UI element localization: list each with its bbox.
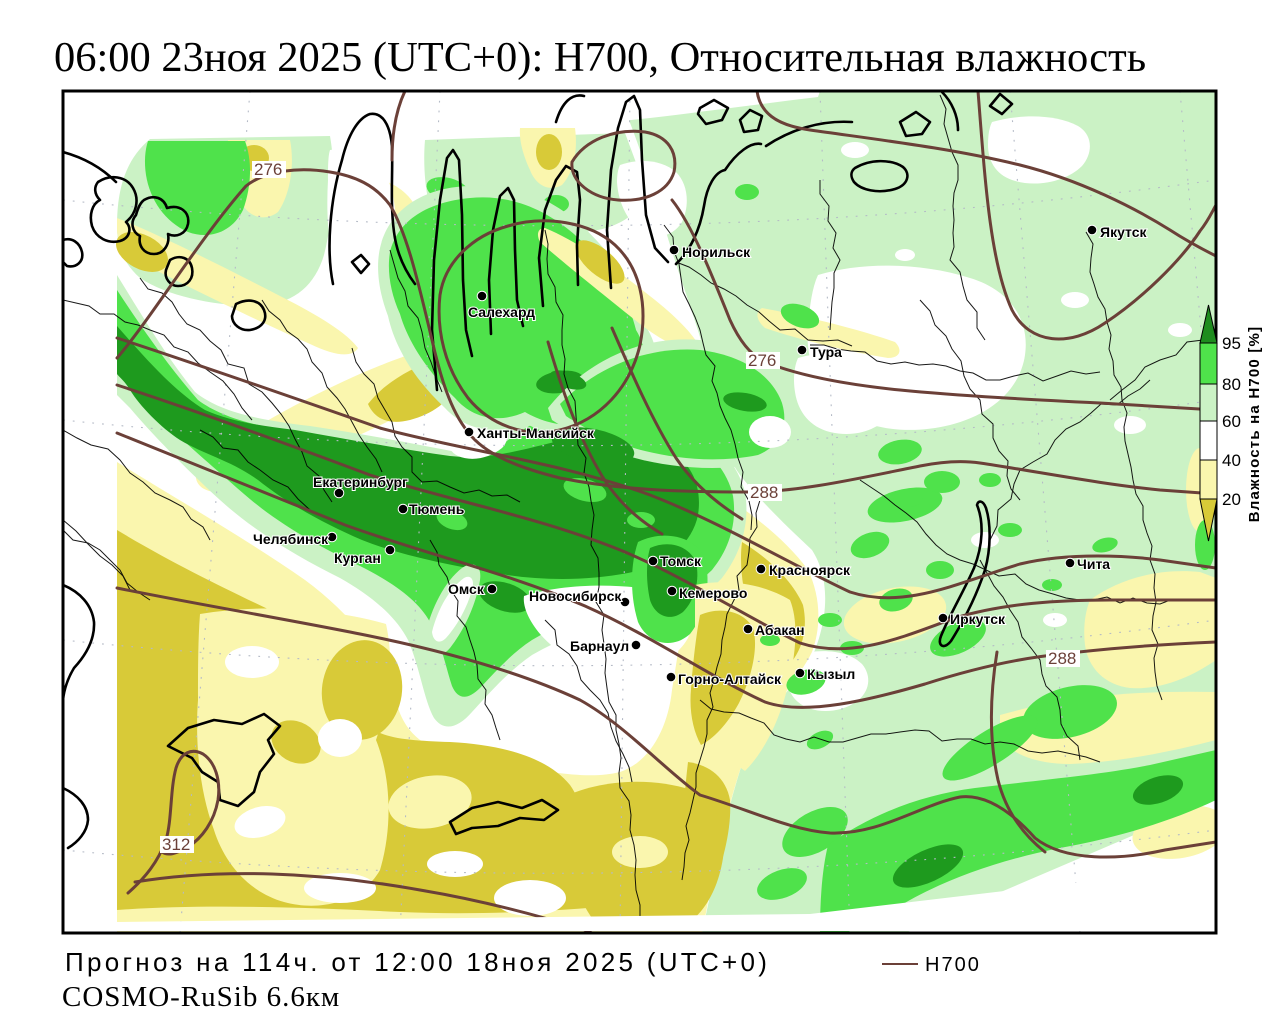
svg-text:Салехард: Салехард: [468, 304, 535, 320]
svg-text:Кызыл: Кызыл: [807, 666, 855, 682]
svg-text:Томск: Томск: [660, 553, 702, 569]
svg-text:Екатеринбург: Екатеринбург: [313, 474, 408, 490]
svg-text:Иркутск: Иркутск: [950, 611, 1006, 627]
svg-text:Чита: Чита: [1077, 556, 1110, 572]
svg-text:Тура: Тура: [810, 344, 842, 360]
svg-text:Омск: Омск: [448, 581, 485, 597]
svg-text:COSMO-RuSib 6.6км: COSMO-RuSib 6.6км: [62, 981, 340, 1013]
svg-text:Влажность на H700 [%]: Влажность на H700 [%]: [1246, 326, 1263, 523]
svg-text:288: 288: [1048, 649, 1076, 668]
svg-text:Тюмень: Тюмень: [409, 501, 465, 517]
svg-text:Челябинск: Челябинск: [253, 531, 329, 547]
svg-text:Норильск: Норильск: [682, 244, 751, 260]
svg-text:95: 95: [1222, 334, 1241, 353]
svg-text:276: 276: [254, 160, 282, 179]
svg-text:Прогноз на 114ч. от 12:00 18но: Прогноз на 114ч. от 12:00 18ноя 2025 (UT…: [65, 947, 770, 977]
svg-text:Абакан: Абакан: [755, 622, 805, 638]
svg-text:Кемерово: Кемерово: [679, 585, 747, 601]
svg-text:Новосибирск: Новосибирск: [529, 588, 622, 604]
svg-text:80: 80: [1222, 375, 1241, 394]
svg-text:Якутск: Якутск: [1100, 224, 1147, 240]
svg-text:276: 276: [748, 351, 776, 370]
svg-text:312: 312: [162, 835, 190, 854]
svg-text:H700: H700: [925, 954, 981, 976]
svg-text:06:00 23ноя 2025 (UTC+0): H700: 06:00 23ноя 2025 (UTC+0): H700, Относите…: [54, 34, 1146, 81]
svg-text:Красноярск: Красноярск: [769, 562, 851, 578]
svg-text:288: 288: [750, 483, 778, 502]
svg-text:Курган: Курган: [334, 550, 381, 566]
svg-text:Горно-Алтайск: Горно-Алтайск: [678, 671, 782, 687]
svg-text:Барнаул: Барнаул: [570, 638, 629, 654]
svg-text:40: 40: [1222, 451, 1241, 470]
svg-text:60: 60: [1222, 412, 1241, 431]
svg-text:20: 20: [1222, 490, 1241, 509]
svg-text:Ханты-Мансийск: Ханты-Мансийск: [477, 425, 595, 441]
